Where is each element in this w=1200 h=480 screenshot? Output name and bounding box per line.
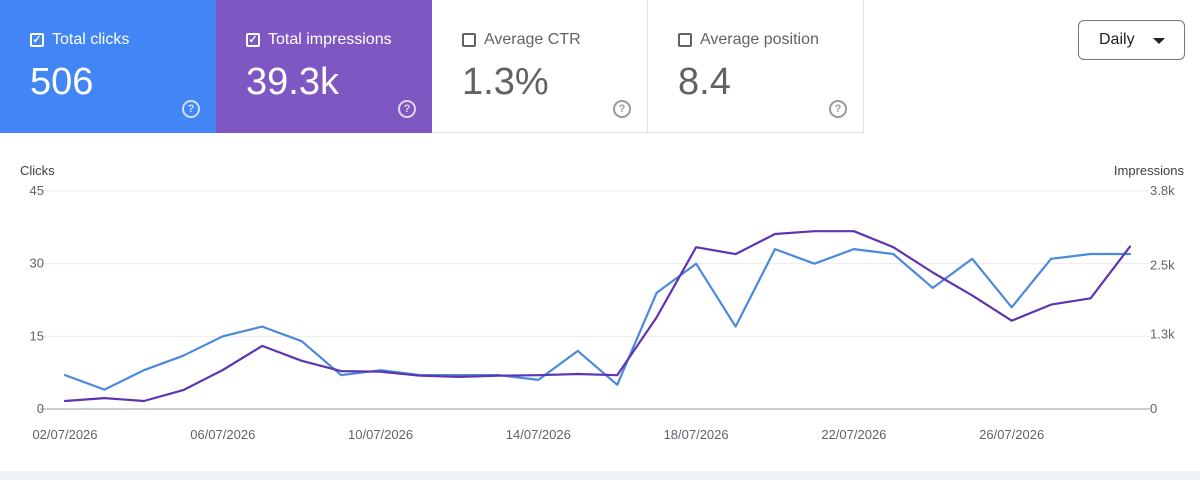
left-tick-label: 45 [30, 183, 44, 198]
checkbox-unchecked-icon[interactable] [462, 33, 476, 47]
metric-value: 1.3% [462, 61, 549, 103]
x-tick-label: 18/07/2026 [664, 427, 729, 442]
x-tick-label: 06/07/2026 [190, 427, 255, 442]
metric-value: 506 [30, 61, 94, 103]
checkbox-unchecked-icon[interactable] [678, 33, 692, 47]
period-dropdown-value: Daily [1099, 31, 1135, 48]
period-dropdown[interactable]: Daily [1078, 20, 1185, 60]
left-tick-label: 30 [30, 256, 44, 271]
metric-label: Total clicks [52, 31, 130, 48]
x-tick-label: 02/07/2026 [32, 427, 97, 442]
series-line-impressions [63, 230, 1132, 403]
metric-card-average-position[interactable]: Average position 8.4 ? [648, 0, 864, 133]
checkbox-checked-icon[interactable]: ✓ [246, 33, 260, 47]
help-icon[interactable]: ? [398, 100, 416, 118]
right-tick-label: 2.5k [1150, 258, 1175, 273]
left-tick-label: 15 [30, 328, 44, 343]
metric-value: 39.3k [246, 61, 339, 103]
help-icon[interactable]: ? [613, 100, 631, 118]
right-axis-title: Impressions [1114, 163, 1185, 178]
metric-value: 8.4 [678, 61, 731, 103]
help-icon[interactable]: ? [829, 100, 847, 118]
metric-label: Average position [700, 31, 819, 48]
left-tick-label: 0 [37, 401, 44, 416]
left-axis-title: Clicks [20, 163, 55, 178]
x-tick-label: 22/07/2026 [821, 427, 886, 442]
caret-down-icon [1153, 38, 1165, 44]
right-tick-label: 0 [1150, 401, 1157, 416]
metric-card-total-impressions[interactable]: ✓ Total impressions 39.3k ? [216, 0, 432, 133]
x-tick-label: 14/07/2026 [506, 427, 571, 442]
series-line-clicks [63, 248, 1132, 391]
metric-label: Average CTR [484, 31, 581, 48]
right-tick-label: 3.8k [1150, 183, 1175, 198]
x-tick-label: 10/07/2026 [348, 427, 413, 442]
metric-label: Total impressions [268, 31, 392, 48]
help-icon[interactable]: ? [182, 100, 200, 118]
x-tick-label: 26/07/2026 [979, 427, 1044, 442]
metric-card-average-ctr[interactable]: Average CTR 1.3% ? [432, 0, 648, 133]
right-tick-label: 1.3k [1150, 326, 1175, 341]
metric-card-total-clicks[interactable]: ✓ Total clicks 506 ? [0, 0, 216, 133]
checkbox-checked-icon[interactable]: ✓ [30, 33, 44, 47]
